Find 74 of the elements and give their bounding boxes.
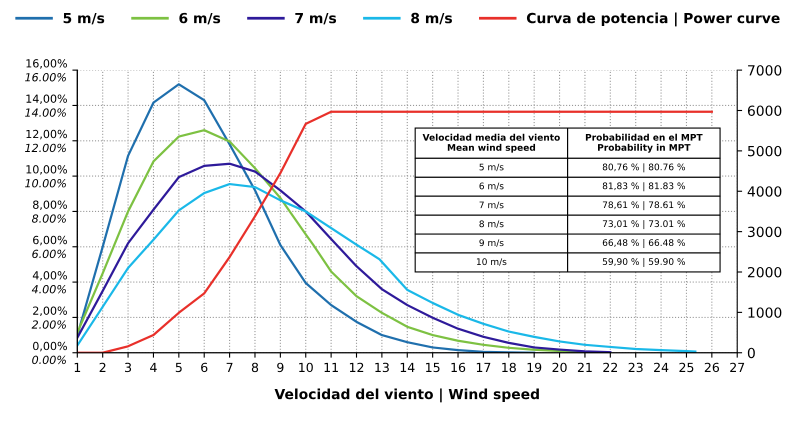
x-tick-label: 26 <box>704 362 720 372</box>
annotation: 80,76 % | 80.76 % <box>602 163 686 172</box>
y3-tick-label: 0.00% <box>32 356 66 364</box>
x-tick-label: 5 <box>176 362 182 372</box>
x-tick-label: 12 <box>350 362 364 372</box>
annotation: 9 m/s <box>479 239 504 247</box>
x-tick-label: 19 <box>528 362 542 372</box>
x-tick-label: 3 <box>125 362 132 372</box>
y-tick-label: 2,00% <box>33 306 67 316</box>
annotation: 5 m/s <box>480 164 504 172</box>
y2-tick-label: 1000 <box>748 307 782 318</box>
x-tick-label: 7 <box>226 362 233 372</box>
annotation: 78,61 % | 78.61 % <box>602 201 686 210</box>
annotation: 81,83 % | 81.83 % <box>602 182 686 192</box>
y-tick-label: 4,00% <box>32 271 67 281</box>
x-tick-label: 25 <box>679 362 694 372</box>
x-tick-label: 21 <box>578 362 592 372</box>
y-tick-label: 6,00% <box>33 236 67 246</box>
y3-tick-label: 4.00% <box>32 285 66 294</box>
x-tick-label: 15 <box>426 362 440 372</box>
x-tick-label: 24 <box>654 362 668 372</box>
y2-tick-label: 0 <box>748 348 755 358</box>
x-tick-label: 6 <box>201 362 208 372</box>
annotation: 73,01 % | 73.01 % <box>602 220 686 230</box>
y2-tick-label: 4000 <box>748 186 782 197</box>
x-tick-label: 10 <box>299 362 313 372</box>
legend-label: 8 m/s <box>411 12 452 24</box>
y2-tick-label: 6000 <box>748 105 782 116</box>
x-tick-label: 13 <box>375 362 389 372</box>
y3-tick-label: 16.00% <box>25 73 66 82</box>
y3-tick-label: 10.00% <box>25 179 66 188</box>
y2-tick-label: 7000 <box>748 65 782 76</box>
y-tick-label: 14,00% <box>26 94 67 104</box>
x-tick-label: 4 <box>150 362 157 372</box>
annotation: 6 m/s <box>479 182 504 190</box>
x-tick-label: 18 <box>502 362 516 372</box>
y3-tick-label: 8.00% <box>32 214 66 223</box>
x-tick-label: 8 <box>252 362 258 372</box>
x-tick-label: 27 <box>730 362 744 372</box>
x-tick-label: 9 <box>277 362 284 372</box>
x-tick-label: 14 <box>400 362 415 372</box>
y-tick-label: 8,00% <box>33 200 67 210</box>
annotation: 10 m/s <box>476 258 506 266</box>
y2-tick-label: 5000 <box>748 146 782 156</box>
legend-label: 7 m/s <box>295 12 336 24</box>
x-tick-label: 20 <box>552 362 567 372</box>
x-tick-label: 17 <box>476 362 490 372</box>
annotation: 59,90 % | 59.90 % <box>602 258 686 267</box>
y2-tick-label: 3000 <box>748 226 782 238</box>
y-tick-label: 16,00% <box>26 59 67 69</box>
y2-tick-label: 2000 <box>748 266 782 278</box>
annotation: 66,48 % | 66.48 % <box>602 239 686 248</box>
x-tick-label: 11 <box>324 362 338 372</box>
annotation: Velocidad media del viento Mean wind speed <box>422 134 560 153</box>
x-tick-label: 1 <box>74 362 80 372</box>
y3-tick-label: 2.00% <box>32 320 66 329</box>
legend-label: 6 m/s <box>179 12 220 24</box>
x-tick-label: 22 <box>603 362 618 372</box>
x-tick-label: 16 <box>451 362 466 372</box>
line-series <box>77 110 713 353</box>
y3-tick-label: 14.00% <box>25 108 66 117</box>
y3-tick-label: 6.00% <box>32 250 66 258</box>
y3-tick-label: 12.00% <box>25 144 66 152</box>
annotation: 8 m/s <box>479 220 504 228</box>
y-tick-label: 12,00% <box>26 130 67 140</box>
legend-label: Curva de potencia | Power curve <box>526 12 780 26</box>
x-tick-label: 23 <box>628 362 643 372</box>
x-axis-title: Velocidad del viento | Wind speed <box>274 388 539 402</box>
annotation: 7 m/s <box>480 202 504 209</box>
y-tick-label: 10,00% <box>26 165 67 175</box>
legend-label: 5 m/s <box>64 12 104 24</box>
y-tick-label: 0,00% <box>33 342 67 352</box>
annotation: Probabilidad en el MPT Probability in MPT <box>586 134 703 153</box>
x-tick-label: 2 <box>100 362 106 372</box>
